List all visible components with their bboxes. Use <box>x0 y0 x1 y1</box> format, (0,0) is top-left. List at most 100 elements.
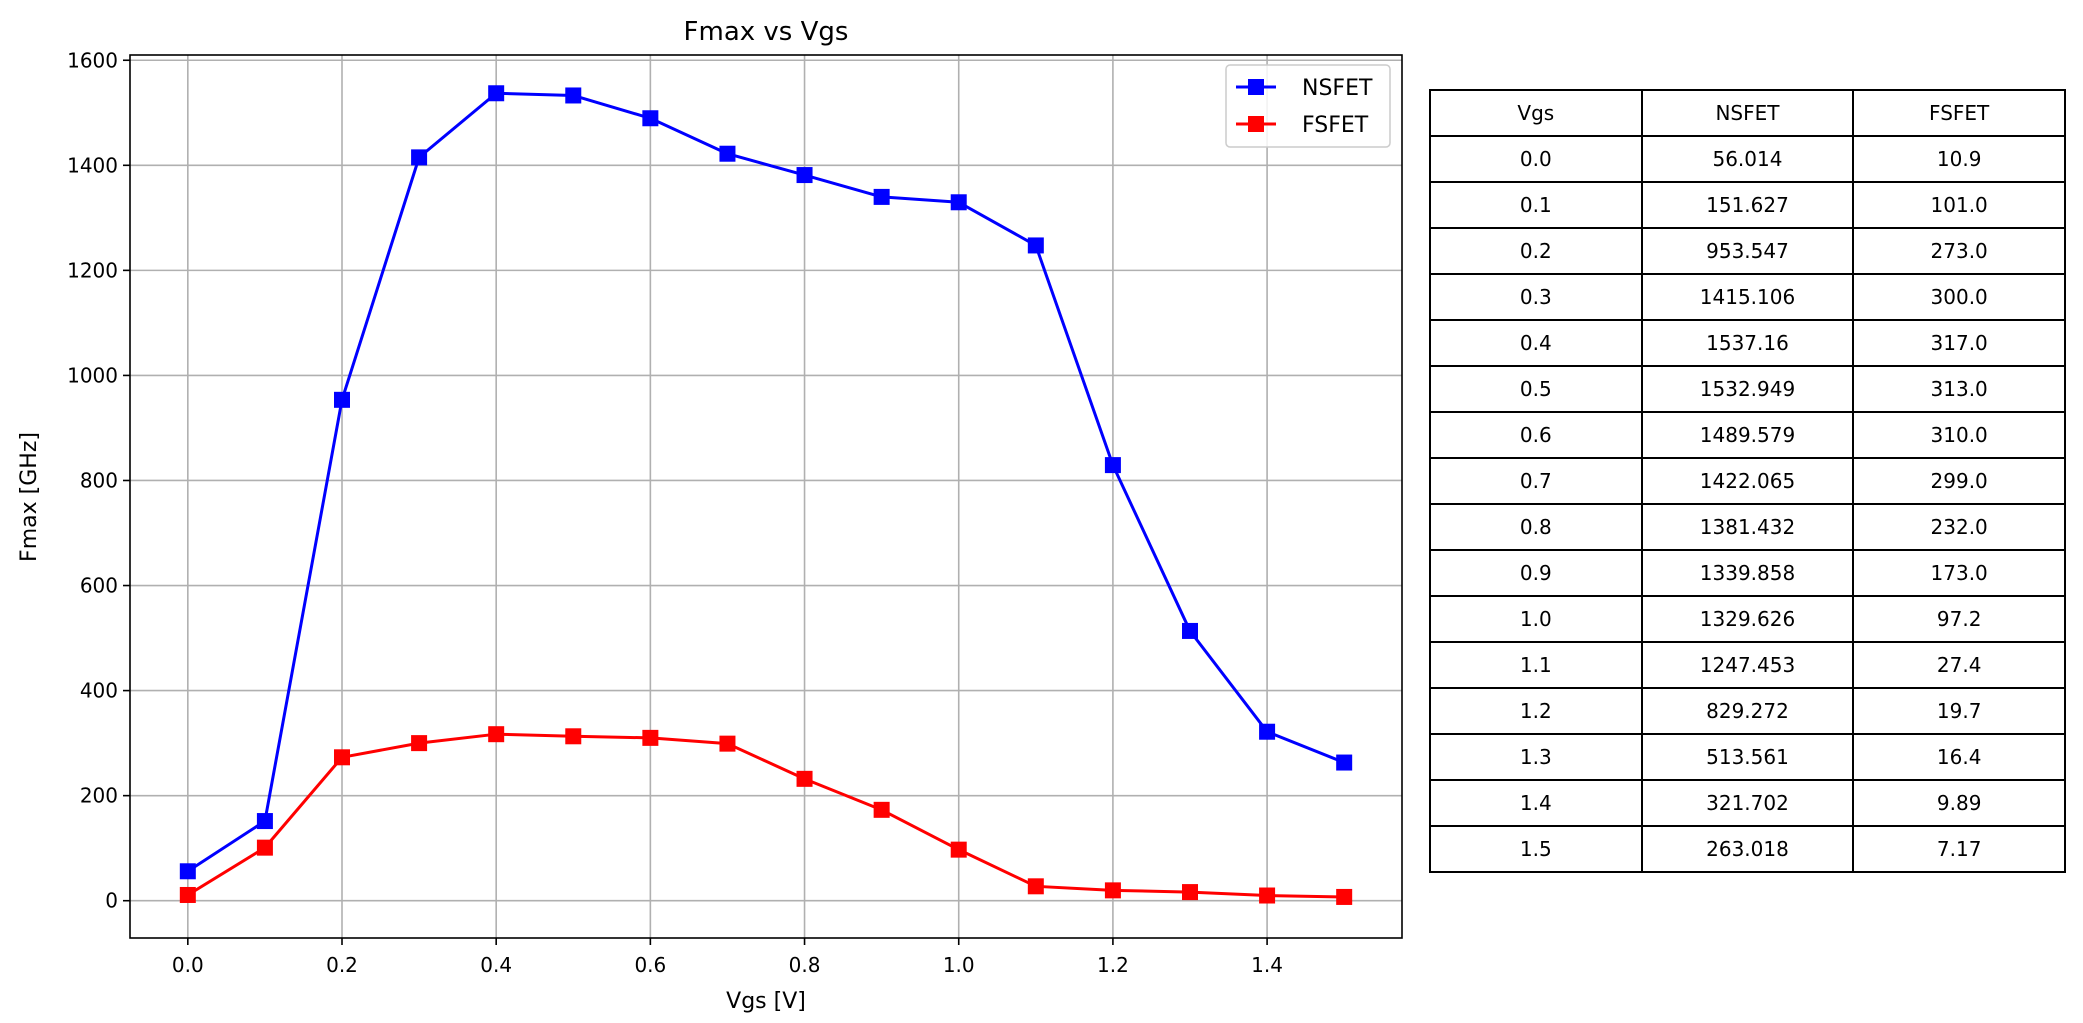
table-row: 1.0 1329.626 97.2 <box>1429 595 2066 643</box>
data-point-nsfet <box>334 391 350 408</box>
legend: NSFET FSFET <box>1225 64 1391 148</box>
legend-label-nsfet: NSFET <box>1302 76 1373 101</box>
table-cell-fsfet: 313.0 <box>1852 365 2066 413</box>
table-row: 0.4 1537.16 317.0 <box>1429 319 2066 367</box>
table-row: 0.1 151.627 101.0 <box>1429 181 2066 229</box>
data-point-fsfet <box>950 841 967 858</box>
x-tick-label: 1.4 <box>1251 953 1283 977</box>
table-cell-nsfet: 1329.626 <box>1640 595 1855 643</box>
table-cell-fsfet: 300.0 <box>1852 273 2066 321</box>
table-row: 1.2 829.272 19.7 <box>1429 687 2066 735</box>
table-cell-nsfet: 1489.579 <box>1640 411 1855 459</box>
series-line-nsfet <box>186 91 1345 873</box>
data-point-fsfet <box>796 770 813 787</box>
x-tick-label: 0.6 <box>634 953 666 977</box>
y-axis-label: Fmax [GHz] <box>17 432 42 562</box>
data-point-nsfet <box>950 194 967 211</box>
grid-lines <box>130 55 1402 938</box>
table-row: 1.1 1247.453 27.4 <box>1429 641 2066 689</box>
table-cell-nsfet: 829.272 <box>1640 687 1855 735</box>
y-tick-label: 800 <box>80 468 118 492</box>
table-cell-vgs: 1.3 <box>1429 733 1643 781</box>
x-tick-label: 0.0 <box>172 953 204 977</box>
data-point-fsfet <box>411 735 428 752</box>
data-point-fsfet <box>1027 878 1044 895</box>
data-point-nsfet <box>873 188 890 205</box>
axis-ticks: 0.0 0.2 0.4 0.6 0.8 1.0 1.2 1.4 0 200 400 600 800 100… <box>67 48 1283 977</box>
y-tick-label: 1200 <box>67 258 118 282</box>
table-row: 0.0 56.014 10.9 <box>1429 135 2066 183</box>
table-cell-vgs: 0.6 <box>1429 411 1643 459</box>
header-fsfet: FSFET <box>1852 89 2066 137</box>
y-tick-label: 400 <box>80 679 118 703</box>
table-cell-vgs: 1.1 <box>1429 641 1643 689</box>
table-row: 0.2 953.547 273.0 <box>1429 227 2066 275</box>
data-point-fsfet <box>488 726 505 743</box>
table-cell-fsfet: 27.4 <box>1852 641 2066 689</box>
table-cell-fsfet: 101.0 <box>1852 181 2066 229</box>
data-point-nsfet <box>488 85 505 102</box>
table-cell-vgs: 0.1 <box>1429 181 1643 229</box>
data-point-fsfet <box>1182 884 1198 901</box>
table-cell-nsfet: 1381.432 <box>1640 503 1855 551</box>
table-cell-fsfet: 7.17 <box>1852 825 2066 873</box>
legend-marker-fsfet <box>1248 116 1264 132</box>
y-tick-label: 1400 <box>67 153 118 177</box>
table-cell-fsfet: 97.2 <box>1852 595 2066 643</box>
table-cell-fsfet: 273.0 <box>1852 227 2066 275</box>
y-tick-label: 200 <box>80 784 118 808</box>
data-table-container: Vgs NSFET FSFET 0.0 56.014 10.9 0.1 151.627 1… <box>1429 89 2066 873</box>
table-cell-vgs: 0.4 <box>1429 319 1643 367</box>
table-cell-fsfet: 173.0 <box>1852 549 2066 597</box>
table-row: 0.9 1339.858 173.0 <box>1429 549 2066 597</box>
data-point-fsfet <box>334 749 350 766</box>
table-row: 0.6 1489.579 310.0 <box>1429 411 2066 459</box>
data-point-nsfet <box>179 863 196 880</box>
x-tick-label: 1.2 <box>1097 953 1129 977</box>
table-cell-vgs: 0.7 <box>1429 457 1643 505</box>
table-cell-fsfet: 310.0 <box>1852 411 2066 459</box>
table-cell-fsfet: 16.4 <box>1852 733 2066 781</box>
data-point-fsfet <box>256 839 273 856</box>
table-cell-fsfet: 299.0 <box>1852 457 2066 505</box>
x-axis-label: Vgs [V] <box>726 989 806 1014</box>
table-header-row: Vgs NSFET FSFET <box>1429 89 2066 137</box>
table-cell-fsfet: 19.7 <box>1852 687 2066 735</box>
data-point-nsfet <box>256 813 273 830</box>
table-cell-nsfet: 56.014 <box>1640 135 1855 183</box>
table-cell-nsfet: 513.561 <box>1640 733 1855 781</box>
table-row: 1.4 321.702 9.89 <box>1429 779 2066 827</box>
data-table: Vgs NSFET FSFET 0.0 56.014 10.9 0.1 151.627 1… <box>1429 89 2066 873</box>
table-row: 1.5 263.018 7.17 <box>1429 825 2066 873</box>
table-cell-nsfet: 1339.858 <box>1640 549 1855 597</box>
table-cell-nsfet: 151.627 <box>1640 181 1855 229</box>
data-point-fsfet <box>873 801 890 818</box>
x-tick-label: 0.2 <box>326 953 358 977</box>
y-tick-label: 0 <box>105 889 118 913</box>
data-point-nsfet <box>796 167 813 184</box>
table-row: 0.3 1415.106 300.0 <box>1429 273 2066 321</box>
table-cell-vgs: 1.5 <box>1429 825 1643 873</box>
data-point-nsfet <box>719 145 736 162</box>
table-cell-fsfet: 9.89 <box>1852 779 2066 827</box>
legend-label-fsfet: FSFET <box>1302 113 1369 138</box>
table-cell-vgs: 1.2 <box>1429 687 1643 735</box>
y-tick-label: 600 <box>80 574 118 598</box>
table-cell-fsfet: 10.9 <box>1852 135 2066 183</box>
table-row: 0.5 1532.949 313.0 <box>1429 365 2066 413</box>
table-cell-vgs: 1.4 <box>1429 779 1643 827</box>
data-point-fsfet <box>719 735 736 752</box>
x-tick-label: 0.4 <box>480 953 512 977</box>
fmax-chart: Fmax vs Vgs 0.0 0.2 0.4 0.6 0.8 1.0 1.2 1.4 0 200… <box>17 17 1403 1014</box>
header-nsfet: NSFET <box>1640 89 1855 137</box>
data-point-nsfet <box>1027 237 1044 254</box>
data-point-nsfet <box>1259 723 1276 740</box>
table-row: 1.3 513.561 16.4 <box>1429 733 2066 781</box>
table-cell-fsfet: 232.0 <box>1852 503 2066 551</box>
data-point-nsfet <box>565 87 582 104</box>
data-point-fsfet <box>1336 888 1353 905</box>
chart-title: Fmax vs Vgs <box>684 17 849 47</box>
table-cell-nsfet: 1415.106 <box>1640 273 1855 321</box>
data-point-fsfet <box>179 886 196 903</box>
plot-frame <box>129 54 1403 939</box>
